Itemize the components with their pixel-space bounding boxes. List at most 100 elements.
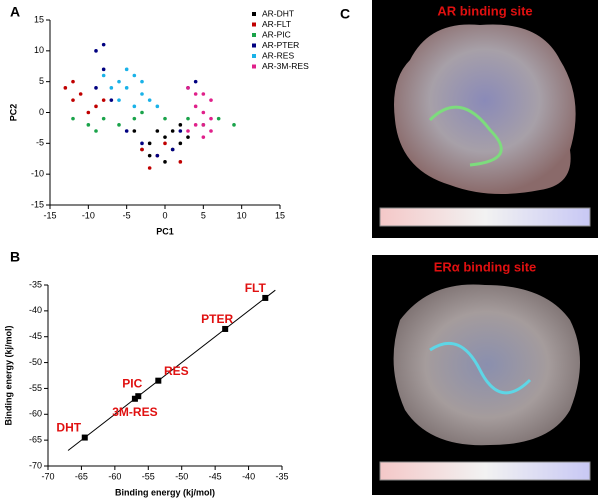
data-point xyxy=(193,92,198,96)
legend-marker xyxy=(252,54,256,58)
data-point xyxy=(178,123,183,127)
data-point xyxy=(193,79,198,84)
y-tick-label: -45 xyxy=(29,331,42,341)
fit-line xyxy=(67,289,276,451)
y-tick-label: 5 xyxy=(39,76,44,86)
data-point xyxy=(186,129,190,133)
data-point xyxy=(117,98,121,102)
panel-label: A xyxy=(10,4,20,20)
structure-title: AR binding site xyxy=(437,3,532,18)
panel-label: C xyxy=(340,6,350,22)
data-point xyxy=(163,160,167,164)
x-tick-label: 10 xyxy=(237,210,247,220)
data-point xyxy=(201,135,206,139)
data-point xyxy=(135,393,142,400)
data-point xyxy=(147,98,152,102)
x-tick-label: -5 xyxy=(123,210,131,220)
data-point xyxy=(117,123,121,127)
y-tick-label: 15 xyxy=(34,14,44,24)
y-tick-label: -50 xyxy=(29,357,42,367)
data-point xyxy=(86,123,91,127)
data-point xyxy=(201,110,206,115)
data-point xyxy=(209,116,213,121)
data-point xyxy=(222,325,229,332)
data-point xyxy=(140,110,144,115)
x-axis-label: PC1 xyxy=(156,226,174,236)
legend-label: AR-DHT xyxy=(262,8,294,18)
y-tick-label: -65 xyxy=(29,435,42,445)
x-tick-label: -40 xyxy=(242,471,255,481)
y-tick-label: -70 xyxy=(29,460,42,470)
data-point xyxy=(124,67,129,72)
data-point xyxy=(140,79,144,84)
x-tick-label: -50 xyxy=(175,471,188,481)
x-tick-label: 15 xyxy=(275,210,285,220)
legend-label: AR-RES xyxy=(262,50,294,60)
panel-label: B xyxy=(10,249,20,265)
data-point xyxy=(186,86,190,90)
legend-label: AR-PIC xyxy=(262,29,291,39)
data-point xyxy=(132,104,137,109)
data-point xyxy=(94,129,98,133)
legend-label: AR-PTER xyxy=(262,40,299,50)
data-point xyxy=(131,395,138,402)
data-point xyxy=(147,153,152,158)
data-point xyxy=(155,153,160,158)
structure-panel: ERα binding site xyxy=(372,255,598,495)
data-point xyxy=(232,123,236,127)
data-point xyxy=(155,104,160,109)
y-tick-label: -15 xyxy=(31,199,44,209)
data-point xyxy=(193,104,198,109)
y-tick-label: -5 xyxy=(36,138,44,148)
data-point xyxy=(170,147,175,152)
data-point xyxy=(209,98,213,102)
data-point xyxy=(262,294,269,301)
data-point xyxy=(201,123,206,127)
point-label: DHT xyxy=(56,421,81,435)
data-point xyxy=(124,129,129,133)
x-tick-label: -15 xyxy=(43,210,56,220)
data-point xyxy=(170,129,175,133)
data-point xyxy=(132,116,137,121)
data-point xyxy=(78,92,83,96)
data-point xyxy=(71,79,75,84)
data-point xyxy=(101,73,106,78)
legend-label: AR-FLT xyxy=(262,19,291,29)
legend-marker xyxy=(252,22,256,27)
y-tick-label: -10 xyxy=(31,169,44,179)
y-tick-label: -60 xyxy=(29,409,42,419)
data-point xyxy=(109,86,114,90)
y-axis-label: PC2 xyxy=(8,104,18,122)
x-tick-label: 0 xyxy=(162,210,167,220)
data-point xyxy=(124,86,129,90)
y-tick-label: 0 xyxy=(39,107,44,117)
data-point xyxy=(163,116,167,121)
x-tick-label: -35 xyxy=(275,471,288,481)
data-point xyxy=(216,116,221,121)
data-point xyxy=(147,141,152,146)
data-point xyxy=(163,141,167,146)
data-point xyxy=(94,49,98,53)
point-label: FLT xyxy=(245,281,267,295)
data-point xyxy=(140,92,144,96)
y-axis-label: Binding energy (kj/mol) xyxy=(3,325,13,425)
legend-marker xyxy=(252,64,256,69)
data-point xyxy=(94,86,98,90)
data-point xyxy=(178,141,183,146)
data-point xyxy=(201,92,206,96)
data-point xyxy=(94,104,98,109)
x-tick-label: -60 xyxy=(108,471,121,481)
data-point xyxy=(63,86,68,90)
data-point xyxy=(209,129,213,133)
data-point xyxy=(186,135,190,139)
x-tick-label: 5 xyxy=(201,210,206,220)
structure-title: ERα binding site xyxy=(434,259,537,274)
point-label: PTER xyxy=(201,312,233,326)
data-point xyxy=(101,67,106,72)
data-point xyxy=(132,73,137,78)
x-tick-label: -45 xyxy=(209,471,222,481)
legend-label: AR-3M-RES xyxy=(262,61,309,71)
data-point xyxy=(101,116,106,121)
y-tick-label: 10 xyxy=(34,45,44,55)
data-point xyxy=(178,129,183,133)
